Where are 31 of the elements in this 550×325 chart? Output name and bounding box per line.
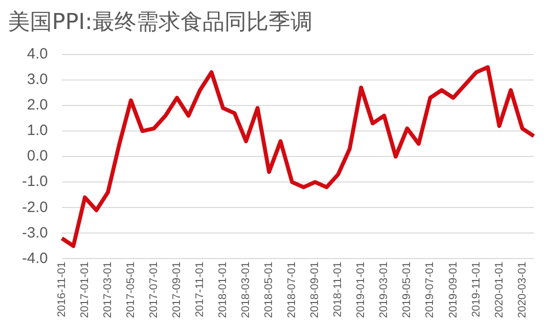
x-tick-label: 2017-07-01 (148, 262, 160, 318)
x-tick-label: 2017-01-01 (78, 262, 91, 318)
y-tick-label: 3.0 (26, 71, 48, 88)
x-tick-label: 2019-11-01 (470, 262, 482, 318)
x-tick-label: 2017-11-01 (194, 262, 206, 318)
x-tick-label: 2017-09-01 (170, 262, 183, 318)
y-tick-label: 1.0 (26, 122, 48, 140)
x-tick-label: 2019-03-01 (378, 262, 390, 318)
y-tick-label: -4.0 (22, 250, 48, 267)
y-tick-label: -3.0 (22, 224, 48, 242)
x-tick-label: 2018-07-01 (286, 262, 298, 318)
y-tick-label: -1.0 (22, 173, 48, 190)
chart-title: 美国PPI:最终需求食品同比季调 (8, 10, 312, 35)
x-tick-label: 2018-09-01 (309, 262, 322, 318)
x-tick-label: 2018-11-01 (332, 262, 344, 318)
x-tick-label: 2019-01-01 (355, 262, 368, 318)
x-tick-label: 2017-03-01 (102, 262, 114, 318)
y-tick-label: 0.0 (26, 148, 48, 165)
x-tick-label: 2019-09-01 (447, 262, 460, 318)
x-tick-label: 2020-01-01 (493, 262, 506, 318)
y-tick-label: 2.0 (26, 96, 48, 114)
x-tick-label: 2018-05-01 (263, 262, 276, 318)
x-tick-label: 2018-03-01 (240, 262, 252, 318)
x-tick-label: 2017-05-01 (124, 262, 137, 318)
y-tick-label: 4.0 (26, 46, 48, 63)
y-tick-label: -2.0 (22, 198, 48, 216)
x-tick-label: 2018-01-01 (217, 262, 230, 318)
x-tick-label: 2020-03-01 (516, 262, 528, 318)
x-tick-label: 2019-05-01 (401, 262, 414, 318)
x-tick-label: 2019-07-01 (424, 262, 436, 318)
x-tick-label: 2016-11-01 (56, 262, 68, 318)
